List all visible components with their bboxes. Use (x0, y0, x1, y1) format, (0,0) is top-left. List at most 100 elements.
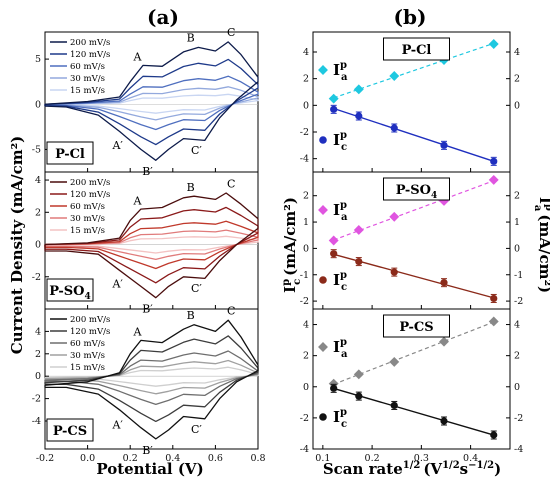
right-ylabel-c-sub: c (292, 279, 303, 285)
cv-curve-200-mV-s (44, 319, 259, 440)
cv-ytick-label: -4 (32, 416, 41, 427)
panels-group: -5 0 5 200 mV/s 120 mV/s 60 mV/s 30 mV/s 15 mV/… (32, 26, 524, 464)
rate-sample-label-sub: 4 (431, 191, 437, 201)
rate-legend-cathodic-sup: p (340, 130, 347, 141)
cv-panel-p-cl: -5 0 5 200 mV/s 120 mV/s 60 mV/s 30 mV/s 15 mV/… (32, 26, 259, 178)
cv-curve-15-mV-s (44, 93, 259, 114)
cv-peak-A: A (132, 194, 142, 207)
rate-panel-p-cl: -4 -2 0 2 4 0 2 4 Ip a Ip c P-Cl (300, 31, 520, 173)
rate-legend-cathodic-marker (319, 413, 327, 421)
rate-ytick-left-label: 0 (303, 382, 309, 393)
rate-legend-cathodic-label: Ip c (333, 130, 347, 153)
cv-sample-label-text: P-SO4 (49, 284, 90, 302)
cv-legend-label: 30 mV/s (70, 214, 105, 224)
panel-b-title: (b) (394, 5, 427, 29)
rate-sample-label: P-SO4 (396, 183, 437, 201)
cv-peak-C: C (227, 177, 235, 190)
rate-ytick-right-label: 0 (514, 243, 520, 254)
cv-ytick-label: 5 (35, 54, 41, 65)
rate-ytick-left-label: 0 (303, 100, 309, 111)
cv-legend-label: 120 mV/s (70, 327, 110, 337)
cv-legend-label: 15 mV/s (70, 363, 105, 373)
rate-point-cathodic (490, 431, 498, 439)
cv-curve-120-mV-s (44, 335, 259, 423)
rate-ytick-right-label: 0 (514, 100, 520, 111)
rate-point-anodic (328, 235, 339, 246)
rate-point-anodic (389, 356, 400, 367)
cv-curve-120-mV-s (44, 58, 259, 146)
cv-legend-label: 60 mV/s (70, 62, 105, 72)
rate-ytick-right-label: 4 (514, 47, 520, 58)
cv-legend-label: 120 mV/s (70, 190, 110, 200)
rate-ytick-left-label: 1 (303, 217, 309, 228)
cv-peak-Cp: C′ (191, 423, 202, 436)
rate-point-cathodic (390, 124, 398, 132)
rate-legend-anodic-label: Ip a (333, 60, 348, 83)
rate-ytick-right-label: 1 (514, 217, 520, 228)
rate-legend-anodic-sup: p (340, 200, 347, 211)
right-ylabel-a: Ipa (mA/cm²) (532, 197, 550, 293)
rate-legend-anodic-sup: p (340, 60, 347, 71)
rate-point-cathodic (490, 157, 498, 165)
rate-sample-label-box (383, 37, 450, 61)
rate-sample-label-box (383, 177, 450, 201)
rate-point-cathodic (355, 257, 363, 266)
cv-ytick-label: 2 (35, 207, 41, 218)
rate-ytick-right-label: 2 (514, 191, 520, 202)
rate-legend-cathodic-sub: c (341, 419, 347, 430)
rate-ytick-right-label: -4 (514, 444, 523, 455)
cv-sample-label-text: P-CS (53, 424, 87, 439)
rate-ytick-left-label: 0 (303, 243, 309, 254)
rate-legend-anodic-sup: p (340, 337, 347, 348)
rate-legend-cathodic-sub: c (341, 282, 347, 293)
right-ylabel-c-sup: p (281, 279, 292, 286)
cv-sample-label-box (46, 418, 94, 442)
rate-point-anodic (353, 225, 364, 235)
rate-ytick-right-label: 2 (514, 351, 520, 362)
right-xlabel-main: Scan rate (323, 460, 403, 478)
rate-ytick-right-label: -2 (514, 413, 523, 424)
cv-peak-Ap: A′ (111, 419, 123, 432)
cv-legend-label: 60 mV/s (70, 202, 105, 212)
cv-xtick-label: -0.2 (36, 453, 54, 464)
rate-panel-p-cs: -4 -2 0 2 4 -4 -2 0 2 4 0.1 0.2 0.3 0.4 Ip a Ip c P-CS (300, 308, 523, 464)
rate-point-cathodic (330, 105, 338, 113)
rate-legend-anodic-marker (318, 205, 328, 215)
cv-peak-Ap: A′ (111, 139, 123, 152)
cv-curve-60-mV-s (44, 350, 259, 406)
rate-ytick-right-label: 2 (514, 74, 520, 85)
cv-legend-label: 30 mV/s (70, 351, 105, 361)
rate-point-cathodic (440, 279, 448, 287)
cv-xtick-label: 0.6 (208, 453, 223, 464)
cv-curve-15-mV-s (44, 366, 259, 387)
cv-legend-label: 200 mV/s (70, 38, 110, 48)
rate-point-anodic (389, 211, 400, 222)
rate-legend-cathodic-sub: c (341, 142, 347, 153)
rate-point-anodic (488, 316, 499, 327)
rate-ytick-left-label: -4 (300, 444, 309, 455)
rate-ytick-left-label: -2 (300, 296, 309, 307)
right-xlabel-units-mid: s (460, 460, 468, 478)
cv-legend-label: 120 mV/s (70, 50, 110, 60)
cv-ytick-label: 2 (35, 349, 41, 360)
rate-xtick-label: 0.3 (414, 453, 429, 464)
rate-sample-label: P-CS (399, 320, 433, 335)
cv-curve-200-mV-s (44, 192, 259, 299)
rate-point-cathodic (490, 294, 498, 303)
cv-sample-label-box (46, 141, 94, 165)
right-xlabel-sup: 1/2 (403, 460, 421, 471)
cv-ytick-label: 0 (35, 99, 41, 110)
right-xlabel-units-sup2: −1/2 (468, 460, 494, 471)
cv-sample-label: P-SO4 (46, 278, 94, 302)
cv-peak-A: A (132, 326, 142, 339)
rate-xtick-label: 0.4 (463, 453, 478, 464)
rate-legend-cathodic-marker (319, 136, 327, 144)
cv-curve-30-mV-s (44, 86, 259, 121)
right-ylabel-a-units: (mA/cm²) (536, 214, 550, 293)
rate-point-anodic (439, 336, 449, 347)
cv-peak-Cp: C′ (191, 144, 202, 157)
cv-ytick-label: 4 (35, 175, 41, 186)
cv-xtick-label: 0.4 (165, 453, 180, 464)
rate-point-cathodic (440, 417, 448, 425)
